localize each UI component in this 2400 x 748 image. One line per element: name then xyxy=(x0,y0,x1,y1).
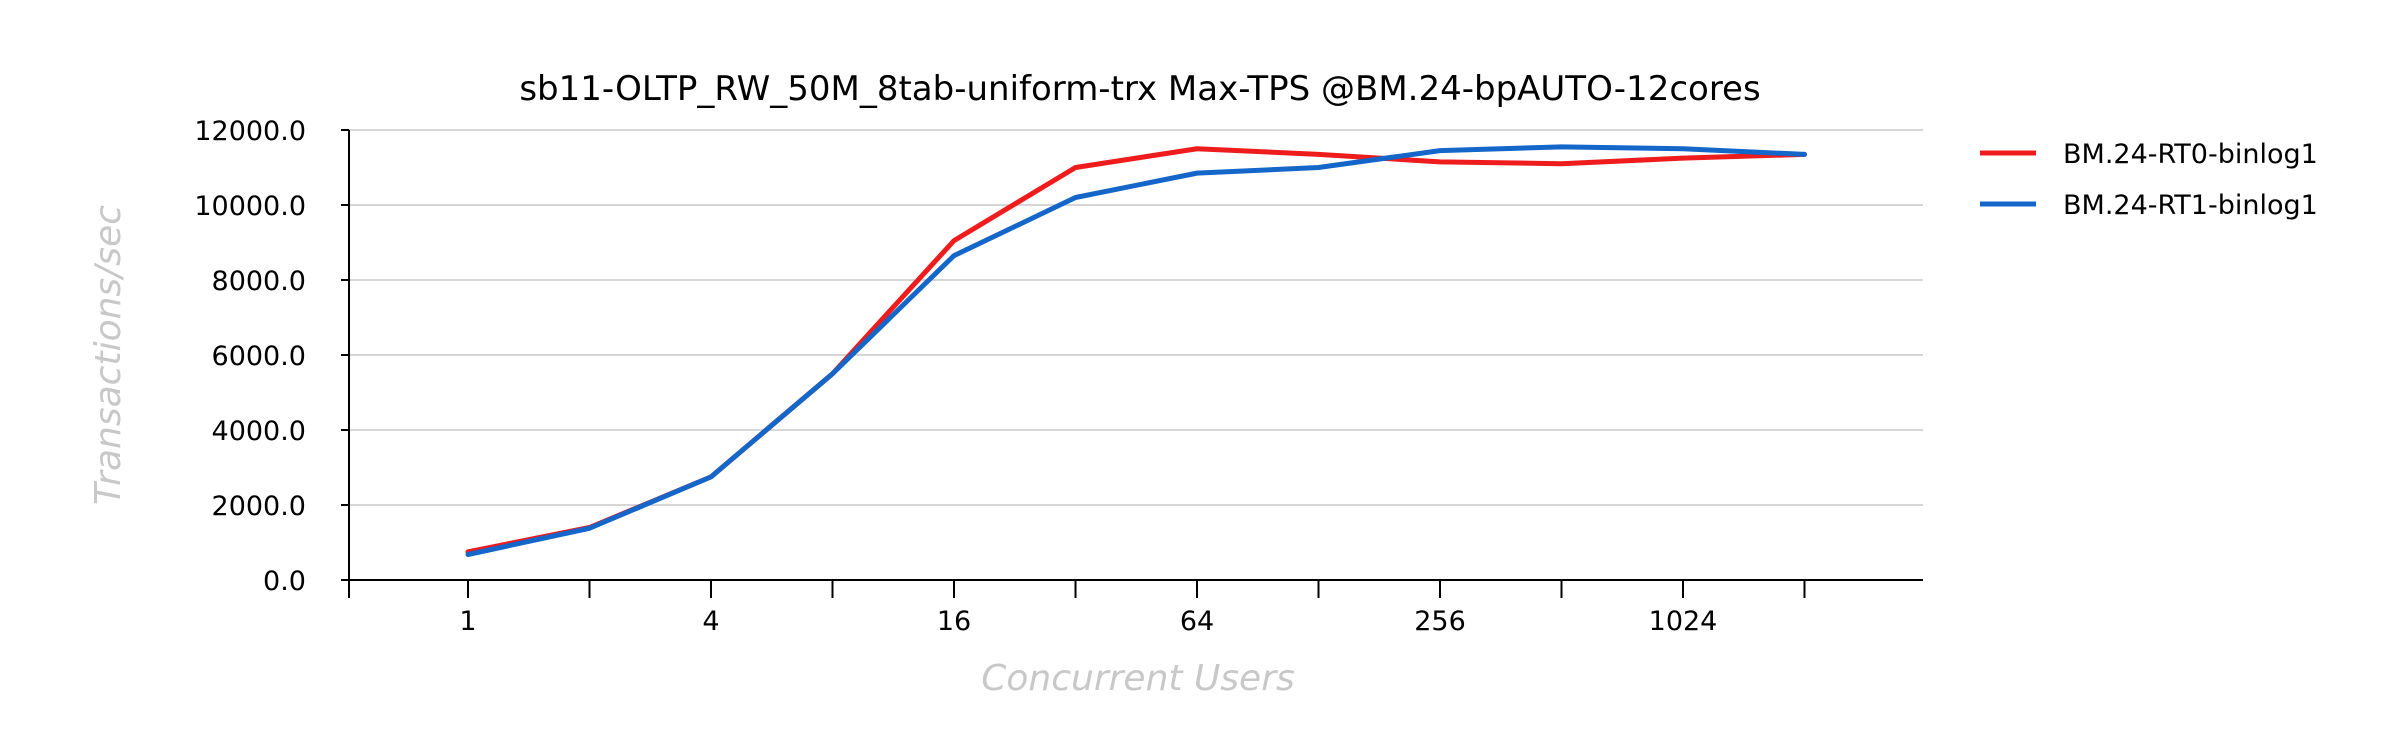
x-tick-label: 16 xyxy=(937,606,971,637)
y-axis-label: Transactions/sec xyxy=(88,205,129,505)
y-tick-label: 0.0 xyxy=(263,566,306,597)
x-tick-label: 1 xyxy=(459,606,476,637)
series-line-1 xyxy=(465,146,1807,555)
grid-lines xyxy=(349,129,1923,506)
x-tick-label: 256 xyxy=(1414,606,1466,637)
x-tick-label: 4 xyxy=(702,606,719,637)
y-tick-label: 10000.0 xyxy=(194,191,306,222)
x-tick-label: 1024 xyxy=(1649,606,1718,637)
y-axis-ticks: 0.0 2000.0 4000.0 6000.0 8000.0 10000.0 12000.… xyxy=(194,116,349,597)
x-tick-label: 64 xyxy=(1180,606,1214,637)
series-lines xyxy=(465,144,1807,557)
y-tick-label: 8000.0 xyxy=(212,266,306,297)
y-tick-label: 4000.0 xyxy=(212,416,306,447)
series-line-2 xyxy=(465,144,1807,557)
chart-title: sb11-OLTP_RW_50M_8tab-uniform-trx Max-TP… xyxy=(519,69,1760,109)
y-tick-label: 6000.0 xyxy=(212,341,306,372)
legend: BM.24-RT0-binlog1 BM.24-RT1-binlog1 xyxy=(1980,139,2318,221)
legend-label: BM.24-RT1-binlog1 xyxy=(2063,190,2318,221)
x-axis-label: Concurrent Users xyxy=(981,658,1295,699)
y-tick-label: 12000.0 xyxy=(194,116,306,147)
y-tick-label: 2000.0 xyxy=(212,491,306,522)
x-axis-ticks: 1 4 16 64 256 1024 xyxy=(348,580,1806,637)
legend-label: BM.24-RT0-binlog1 xyxy=(2063,139,2318,170)
